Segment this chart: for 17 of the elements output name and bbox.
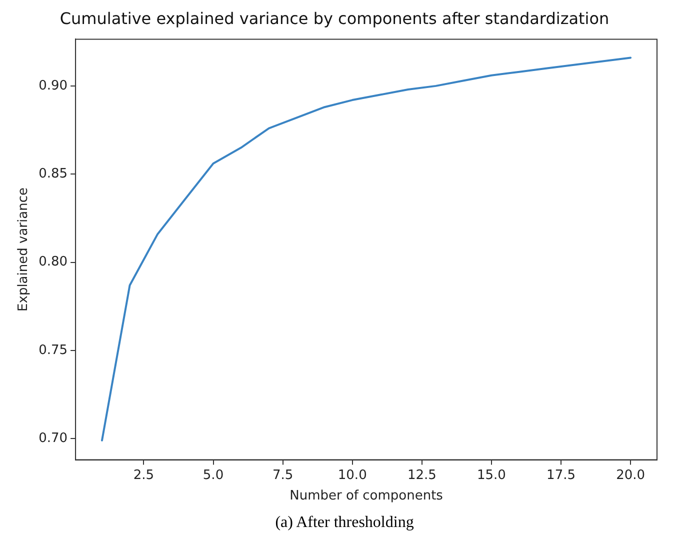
- x-tick-label: 7.5: [272, 468, 294, 483]
- x-tick-label: 17.5: [546, 468, 576, 483]
- x-tick-label: 2.5: [133, 468, 154, 483]
- y-tick-label: 0.80: [38, 254, 68, 270]
- x-tick-label: 10.0: [338, 468, 367, 483]
- x-tick-label: 5.0: [202, 468, 224, 483]
- y-tick-label: 0.75: [38, 342, 68, 358]
- y-tick-label: 0.70: [38, 431, 68, 446]
- text: (a) After thresholding: [274, 514, 415, 532]
- y-tick-label: 0.90: [38, 78, 68, 94]
- x-axis-title: Number of components: [290, 488, 444, 504]
- chart-title: Cumulative explained variance by components after standardization: [60, 8, 610, 28]
- y-tick-label: 0.85: [38, 166, 68, 182]
- x-tick-label: 12.5: [407, 468, 436, 483]
- x-tick-label: 15.0: [476, 468, 506, 483]
- x-tick-label: 20.0: [616, 468, 646, 483]
- y-axis-title: Explained variance: [16, 188, 32, 312]
